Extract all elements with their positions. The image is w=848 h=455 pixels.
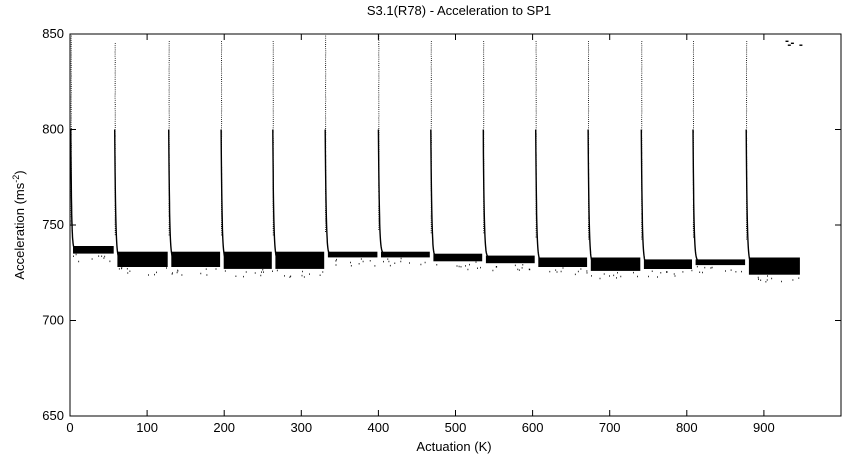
x-tick-label-500: 500 <box>445 420 467 435</box>
segment-13 <box>692 41 746 274</box>
top-point-4 <box>799 44 803 46</box>
data-layer <box>70 33 803 283</box>
top-point-2 <box>787 44 791 46</box>
segment-5 <box>272 41 325 278</box>
x-tick-label-300: 300 <box>290 420 312 435</box>
segment-2 <box>114 43 168 276</box>
segment-12-strays <box>648 269 693 278</box>
x-tick-label-600: 600 <box>522 420 544 435</box>
y-tick-label-750: 750 <box>42 217 64 232</box>
y-axis-label-superscript: -2 <box>11 175 21 183</box>
segment-8-band <box>433 253 483 262</box>
x-axis-label: Actuation (K) <box>416 439 491 454</box>
segment-8 <box>430 41 483 271</box>
segment-6-strays <box>335 258 376 267</box>
x-tick-label-700: 700 <box>599 420 621 435</box>
x-axis: 0 100 200 300 400 500 600 700 800 900 <box>66 34 775 435</box>
segment-11-band <box>590 257 641 271</box>
segment-5-band <box>275 251 325 269</box>
segment-12 <box>640 41 693 278</box>
segment-13-band <box>695 259 746 266</box>
segment-10 <box>535 41 588 276</box>
segment-4-band <box>223 251 272 269</box>
segment-11-strays <box>591 271 638 280</box>
segment-10-strays <box>549 267 588 276</box>
chart-title: S3.1(R78) - Acceleration to SP1 <box>367 3 551 18</box>
segment-14-strays <box>757 275 800 283</box>
segment-4 <box>220 41 273 278</box>
y-tick-label-700: 700 <box>42 313 64 328</box>
segment-3-band <box>171 251 221 267</box>
x-tick-label-400: 400 <box>368 420 390 435</box>
top-point-1 <box>785 40 789 42</box>
y-tick-label-650: 650 <box>42 408 64 423</box>
segment-1-strays <box>73 253 111 263</box>
segment-9 <box>482 41 535 272</box>
x-tick-label-900: 900 <box>753 420 775 435</box>
y-tick-label-800: 800 <box>42 122 64 137</box>
segment-7-strays <box>383 257 426 267</box>
segment-1 <box>70 33 114 263</box>
segment-2-strays <box>118 267 167 276</box>
y-axis-label-end: ) <box>12 170 27 174</box>
x-tick-label-200: 200 <box>213 420 235 435</box>
segment-12-band <box>643 259 692 269</box>
segment-5-strays <box>276 269 324 278</box>
top-point-3 <box>790 42 794 44</box>
segment-1-band <box>73 246 114 254</box>
segment-14-band <box>748 257 800 275</box>
segment-3-strays <box>171 268 217 276</box>
x-tick-label-100: 100 <box>136 420 158 435</box>
segment-3 <box>168 41 221 276</box>
segment-10-band <box>538 257 588 267</box>
x-tick-label-800: 800 <box>676 420 698 435</box>
segment-6-band <box>327 251 378 258</box>
y-tick-label-850: 850 <box>42 26 64 41</box>
segment-9-strays <box>492 264 531 272</box>
segment-13-strays <box>696 265 742 274</box>
segment-4-strays <box>224 269 273 278</box>
segment-11 <box>587 41 641 280</box>
segment-9-band <box>485 255 535 264</box>
y-axis-label-main: Acceleration (ms <box>12 182 27 279</box>
y-axis-label: Acceleration (ms-2) <box>11 170 27 279</box>
x-tick-label-0: 0 <box>66 420 73 435</box>
y-axis: 650 700 750 800 850 <box>42 26 841 423</box>
segment-8-strays <box>436 261 481 271</box>
segment-14 <box>745 41 800 283</box>
segment-7-band <box>381 251 430 258</box>
segment-2-band <box>117 251 168 267</box>
